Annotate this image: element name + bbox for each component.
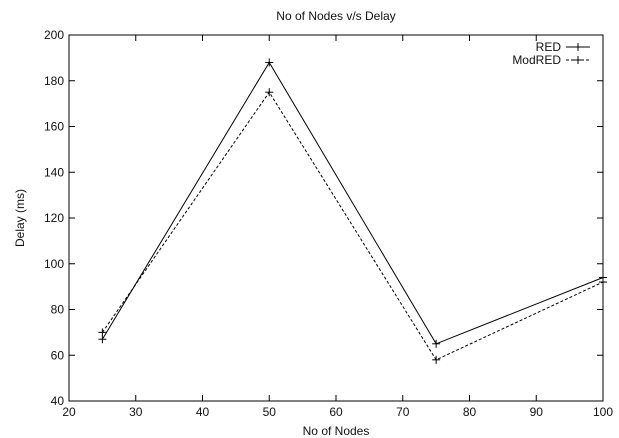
y-tick-label: 80 xyxy=(51,303,65,317)
series-lines xyxy=(98,58,607,364)
data-point xyxy=(432,339,441,348)
plot-frame xyxy=(68,34,604,402)
x-tick-label: 80 xyxy=(463,405,477,419)
legend-label: ModRED xyxy=(512,53,561,67)
data-point xyxy=(98,328,107,337)
series-line-red xyxy=(101,61,604,345)
series-line-modred xyxy=(101,91,604,361)
y-tick-label: 60 xyxy=(51,348,65,362)
y-axis: 40 60 80 100 120 140 160 180 200 xyxy=(44,28,603,408)
x-tick-label: 20 xyxy=(62,405,76,419)
x-tick-label: 100 xyxy=(593,405,613,419)
y-tick-label: 100 xyxy=(44,257,64,271)
data-point xyxy=(265,58,274,67)
x-tick-label: 30 xyxy=(129,405,143,419)
x-axis-label: No of Nodes xyxy=(303,424,370,438)
data-point xyxy=(432,355,441,364)
y-tick-label: 140 xyxy=(44,165,64,179)
x-tick-label: 40 xyxy=(196,405,210,419)
y-tick-label: 160 xyxy=(44,120,64,134)
x-axis: 20 30 40 50 60 70 80 90 100 xyxy=(62,35,613,419)
y-tick-label: 120 xyxy=(44,211,64,225)
x-tick-label: 60 xyxy=(329,405,343,419)
chart-title: No of Nodes v/s Delay xyxy=(276,9,395,23)
y-tick-label: 40 xyxy=(51,394,65,408)
y-tick-label: 200 xyxy=(44,28,64,42)
x-tick-label: 90 xyxy=(530,405,544,419)
y-tick-label: 180 xyxy=(44,74,64,88)
data-point xyxy=(265,88,274,97)
legend-label: RED xyxy=(536,40,562,54)
data-point xyxy=(599,278,607,287)
y-axis-label: Delay (ms) xyxy=(13,189,27,247)
x-tick-label: 70 xyxy=(396,405,410,419)
x-tick-label: 50 xyxy=(263,405,277,419)
data-point xyxy=(98,335,107,344)
